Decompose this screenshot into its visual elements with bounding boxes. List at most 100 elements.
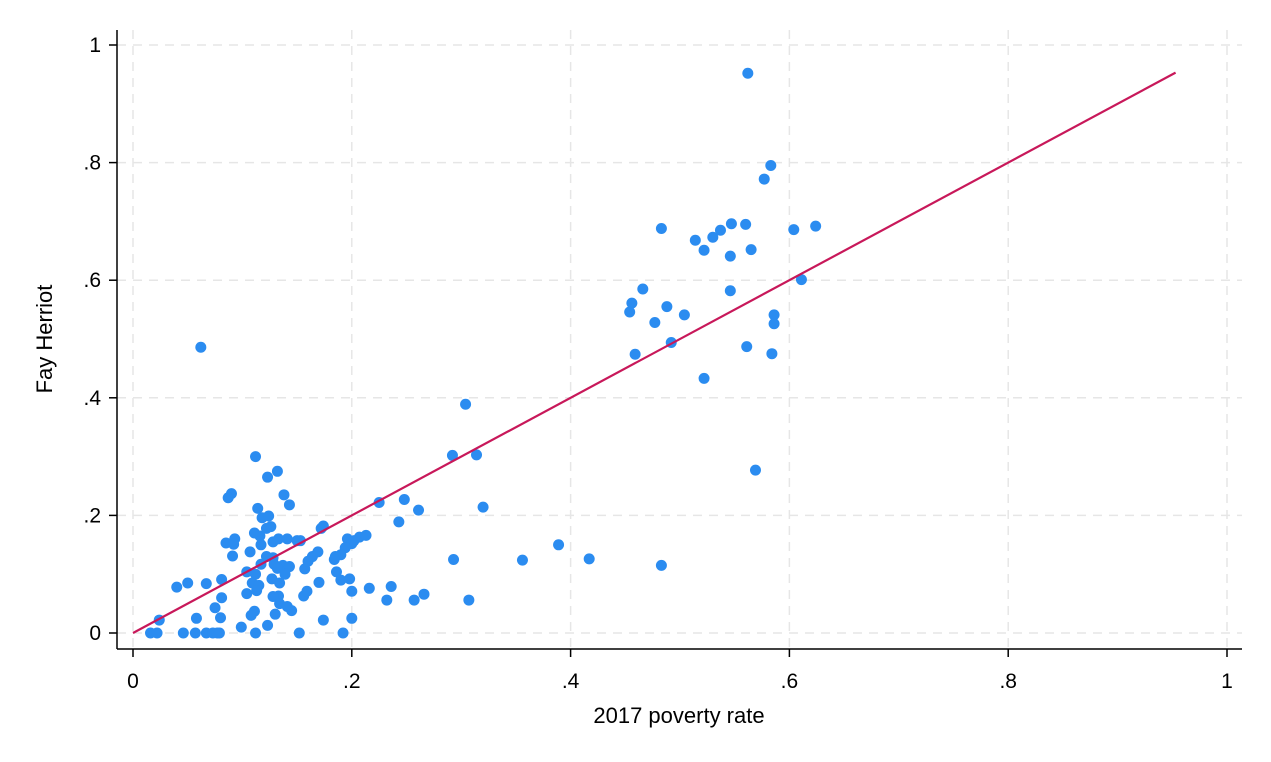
data-point [213, 627, 225, 639]
data-point [250, 627, 262, 639]
data-point [381, 594, 393, 606]
data-point [216, 592, 228, 604]
data-point [171, 581, 183, 593]
data-point [707, 231, 719, 243]
data-point [263, 510, 275, 522]
data-point [215, 612, 227, 624]
data-point [463, 594, 475, 606]
data-point [583, 553, 595, 565]
data-point [274, 577, 286, 589]
data-point [281, 533, 293, 545]
data-point [724, 250, 736, 262]
data-point [222, 492, 234, 504]
data-point [655, 559, 667, 571]
data-point [765, 160, 777, 172]
y-tick-label: .8 [83, 152, 101, 175]
data-point [235, 621, 247, 633]
data-point [725, 218, 737, 230]
data-point [795, 274, 807, 286]
data-point [262, 471, 274, 483]
data-point [271, 562, 283, 574]
data-point [624, 306, 636, 318]
data-point [626, 297, 638, 309]
data-point [516, 554, 528, 566]
data-point [553, 539, 565, 551]
data-point [448, 554, 460, 565]
data-point [758, 173, 770, 185]
data-point [698, 372, 710, 384]
fit-line [132, 71, 1177, 634]
data-point [182, 577, 194, 589]
y-tick-label: 1 [89, 34, 101, 57]
data-point [267, 536, 279, 548]
data-point [228, 538, 240, 550]
data-point [363, 582, 375, 594]
data-point [209, 602, 221, 614]
data-point [251, 585, 263, 597]
data-point [337, 627, 349, 639]
axes [116, 30, 1242, 650]
data-point [227, 550, 239, 562]
data-point [293, 627, 305, 639]
data-point [250, 451, 262, 463]
data-point [348, 535, 360, 547]
y-tick-label: .6 [83, 269, 101, 292]
x-ticks: 0 .2 .4 .6 .8 1 [127, 649, 1233, 693]
data-point [460, 398, 472, 410]
data-point [661, 301, 673, 313]
x-tick-label: 1 [1221, 670, 1233, 693]
data-point [385, 581, 397, 593]
y-ticks: 0 .2 .4 .6 .8 1 [83, 34, 117, 645]
data-point [151, 627, 163, 639]
x-tick-label: .2 [343, 670, 361, 693]
data-point [244, 546, 256, 558]
data-point [267, 591, 279, 603]
data-point [810, 220, 822, 232]
data-point [262, 619, 274, 631]
data-point [190, 612, 202, 624]
data-point [408, 594, 420, 606]
data-point [637, 283, 649, 295]
y-tick-label: 0 [89, 622, 101, 645]
data-point [250, 568, 262, 580]
data-point [788, 224, 800, 236]
data-point [330, 566, 342, 578]
data-point [724, 285, 736, 297]
data-point [745, 244, 757, 256]
data-point [302, 555, 314, 567]
x-axis-title: 2017 poverty rate [593, 703, 764, 728]
data-point [714, 224, 726, 236]
data-point [740, 218, 752, 230]
grid-lines [117, 30, 1242, 649]
data-point [768, 309, 780, 321]
data-point [260, 522, 272, 534]
y-tick-label: .2 [83, 504, 101, 527]
data-point [328, 554, 340, 565]
data-point [317, 614, 329, 626]
data-point [477, 501, 489, 513]
y-tick-label: .4 [83, 387, 101, 410]
data-point [189, 627, 201, 639]
data-point [241, 588, 253, 600]
data-point [629, 348, 641, 360]
data-point [252, 502, 264, 514]
data-point [278, 489, 290, 501]
data-point [216, 573, 228, 585]
data-point [649, 317, 661, 329]
data-point [360, 529, 372, 541]
data-point [749, 464, 761, 476]
data-point [418, 588, 430, 600]
x-tick-label: .4 [562, 670, 580, 693]
data-point [245, 609, 257, 621]
data-point [742, 67, 754, 79]
data-point [689, 234, 701, 246]
data-point [301, 585, 313, 597]
data-point [200, 578, 212, 590]
data-point [346, 585, 358, 597]
data-point [698, 244, 710, 256]
data-point [446, 449, 458, 461]
data-point [283, 499, 295, 511]
data-point [655, 222, 667, 234]
data-point [344, 573, 356, 585]
x-tick-label: .6 [781, 670, 799, 693]
